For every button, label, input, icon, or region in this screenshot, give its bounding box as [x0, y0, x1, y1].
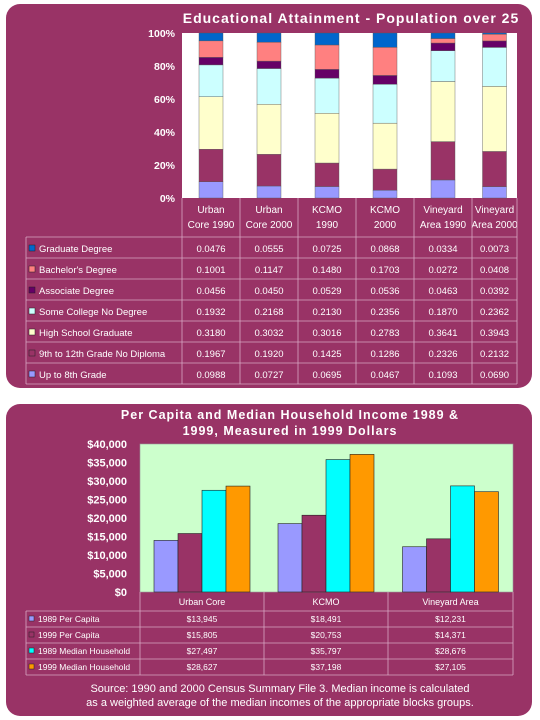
source-line-1: Source: 1990 and 2000 Census Summary Fil…: [90, 683, 470, 695]
education-chart-title: Educational Attainment - Population over…: [182, 10, 520, 26]
source-line-2: as a weighted average of the median inco…: [86, 697, 474, 709]
income-panel: [6, 404, 532, 716]
source-note: Source: 1990 and 2000 Census Summary Fil…: [40, 682, 520, 710]
education-panel: [6, 4, 532, 388]
income-chart-title-line-2: 1999, Measured in 1999 Dollars: [182, 424, 398, 438]
income-chart-title-line-1: Per Capita and Median Household Income 1…: [120, 408, 460, 422]
